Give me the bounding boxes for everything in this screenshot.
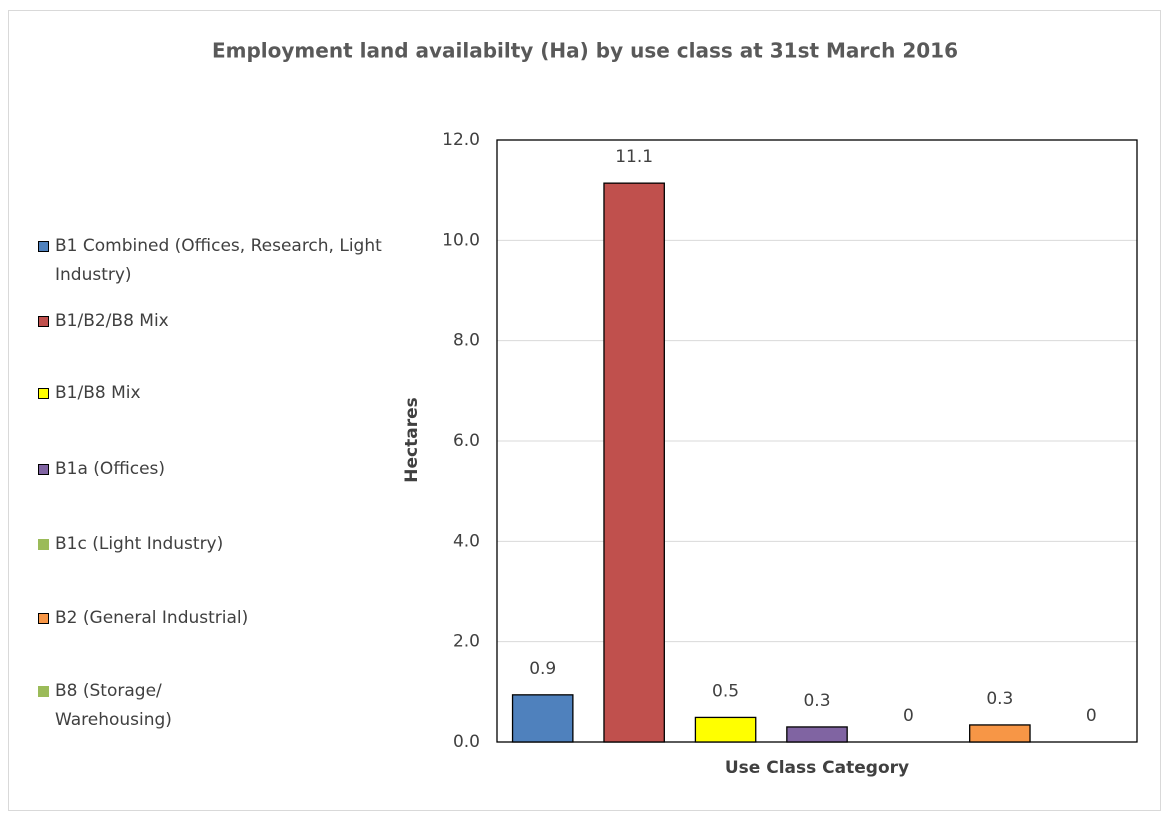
legend-item: B1a (Offices) — [38, 455, 385, 484]
y-axis-label: Hectares — [402, 397, 422, 482]
legend-swatch — [38, 686, 49, 697]
legend-label: B2 (General Industrial) — [55, 608, 249, 628]
legend-swatch — [38, 388, 49, 399]
legend-label: B8 (Storage/ Warehousing) — [55, 681, 172, 730]
legend-label: B1c (Light Industry) — [55, 534, 224, 554]
data-label: 0.5 — [712, 681, 739, 701]
legend-item: B2 (General Industrial) — [38, 604, 385, 633]
chart-frame — [8, 10, 1161, 811]
bar — [786, 726, 848, 743]
legend-item: B1 Combined (Offices, Research, Light In… — [38, 232, 385, 290]
legend-swatch — [38, 613, 49, 624]
bar — [511, 694, 574, 743]
y-tick-label: 2.0 — [453, 632, 480, 652]
legend-swatch — [38, 464, 49, 475]
y-tick-label: 6.0 — [453, 431, 480, 451]
data-label: 11.1 — [615, 147, 653, 167]
y-tick-label: 12.0 — [442, 130, 480, 150]
legend-item: B8 (Storage/ Warehousing) — [38, 677, 215, 735]
data-label: 0 — [903, 706, 914, 726]
legend-item: B1c (Light Industry) — [38, 530, 385, 559]
legend-item: B1/B2/B8 Mix — [38, 307, 385, 336]
y-tick-label: 10.0 — [442, 230, 480, 250]
x-axis-label: Use Class Category — [725, 758, 909, 778]
data-label: 0.9 — [529, 659, 556, 679]
legend-swatch — [38, 316, 49, 327]
y-tick-label: 4.0 — [453, 531, 480, 551]
legend-swatch — [38, 539, 49, 550]
bar — [694, 716, 757, 743]
data-label: 0.3 — [986, 689, 1013, 709]
legend-label: B1a (Offices) — [55, 459, 166, 479]
legend-label: B1/B8 Mix — [55, 383, 141, 403]
legend-label: B1 Combined (Offices, Research, Light In… — [55, 236, 382, 285]
legend-label: B1/B2/B8 Mix — [55, 311, 169, 331]
data-label: 0.3 — [803, 691, 830, 711]
legend-swatch — [38, 241, 49, 252]
bar — [969, 724, 1031, 743]
legend-item: B1/B8 Mix — [38, 379, 385, 408]
data-label: 0 — [1086, 706, 1097, 726]
bar — [603, 182, 665, 743]
y-tick-label: 8.0 — [453, 331, 480, 351]
chart-title: Employment land availabilty (Ha) by use … — [212, 39, 958, 63]
y-tick-label: 0.0 — [453, 732, 480, 752]
